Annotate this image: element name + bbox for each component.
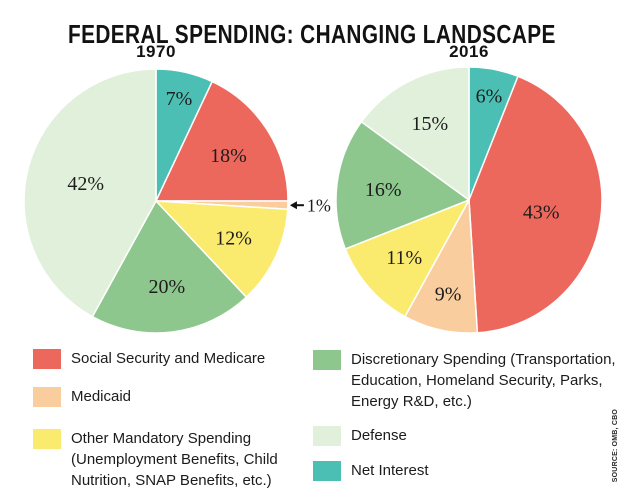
legend-swatch [33,349,61,369]
pie-2016: 6% 43% 9% 11% 16% 15% [335,66,603,334]
legend-item-other-mandatory-spending: Other Mandatory Spending (Unemployment B… [33,428,296,491]
legend-column-right: Discretionary Spending (Transportation, … [313,349,623,481]
legend-item-net-interest: Net Interest [313,460,623,481]
legend-column-left: Social Security and Medicare Medicaid Othe… [33,348,296,491]
chart-title-2016: 2016 [449,42,489,61]
pie-slice-defense [23,68,157,318]
slice-label-other-mandatory-spending: 12% [215,228,252,250]
legend-swatch [33,387,61,407]
pie-slice-social-security-and-medicare [155,80,289,202]
source-note: SOURCE: OMB, CBO [612,408,619,482]
slice-label-other-mandatory-spending: 11% [386,247,422,269]
legend-swatch [313,461,341,481]
pie-slice-social-security-and-medicare [468,75,603,334]
legend-swatch [313,426,341,446]
slice-label-net-interest: 7% [166,88,193,110]
legend-label: Social Security and Medicare [71,350,266,367]
slice-label-discretionary-spending: 20% [148,276,185,298]
slice-label-discretionary-spending: 16% [365,179,402,201]
slice-label-medicaid: 1% [307,196,331,216]
legend-label: Defense [351,427,407,444]
legend-item-medicaid: Medicaid [33,386,296,407]
legend-item-social-security-and-medicare: Social Security and Medicare [33,348,296,369]
legend-swatch [33,429,61,449]
slice-label-net-interest: 6% [476,86,503,108]
pie-slice-other-mandatory-spending [344,199,470,318]
legend-label: Medicaid [71,388,132,405]
slice-label-defense: 15% [411,113,448,135]
pie-slice-defense [360,66,470,201]
legend-label: Discretionary Spending (Transportation, … [351,351,616,410]
pie-slice-other-mandatory-spending [155,200,289,298]
legend-item-defense: Defense [313,425,623,446]
pie-slice-discretionary-spending [335,121,470,250]
slice-label-social-security-and-medicare: 18% [210,145,247,167]
pie-slice-discretionary-spending [91,200,248,334]
left-arrowhead-icon [289,201,297,210]
page-title-text: FEDERAL SPENDING: CHANGING LANDSCAPE [68,19,556,49]
legend-swatch [313,350,341,370]
pie-1970: 7% 18% 1% 12% 20% 42% [23,68,331,334]
chart-title-1970: 1970 [136,42,176,61]
pie-charts: 7% 18% 1% 12% 20% 42% 6% 43% 9% 11% 16% 15% [23,66,603,334]
page-title: FEDERAL SPENDING: CHANGING LANDSCAPE [0,14,624,51]
slice-label-social-security-and-medicare: 43% [523,201,560,223]
slice-label-medicaid: 9% [435,284,462,306]
legend-label: Net Interest [351,462,429,479]
legend-item-discretionary-spending: Discretionary Spending (Transportation, … [313,349,623,412]
slice-label-defense: 42% [67,173,104,195]
legend-label: Other Mandatory Spending (Unemployment B… [71,430,278,489]
